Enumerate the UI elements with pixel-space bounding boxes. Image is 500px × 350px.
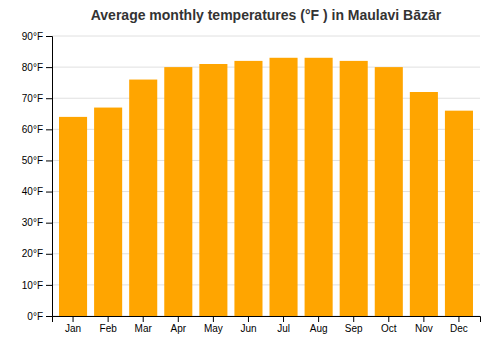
x-tick-label: Feb [100,323,118,334]
bar [234,61,262,316]
x-tick-label: Apr [171,323,187,334]
y-tick-label: 50°F [22,155,43,166]
y-tick: 30°F [22,217,52,228]
y-tick-label: 20°F [22,248,43,259]
x-tick: Oct [381,316,397,334]
y-tick-mark [46,223,52,224]
bar [59,117,87,316]
bar [164,67,192,316]
y-tick-label: 10°F [22,280,43,291]
x-tick-mark [423,316,424,322]
grid-line [52,36,480,37]
x-axis: Jan Feb Mar Apr May Jun Jul Aug Sep Oct Nov Dec [53,316,481,334]
y-tick-label: 90°F [22,31,43,42]
y-tick-label: 0°F [27,311,43,322]
x-tick: Dec [450,316,468,334]
y-tick: 10°F [22,280,52,291]
x-tick: Aug [310,316,328,334]
y-tick-mark [46,160,52,161]
title: Average monthly temperatures (°F ) in Ma… [91,7,442,23]
bar [410,92,438,316]
y-tick-mark [46,316,52,317]
grid [52,36,480,316]
y-tick: 70°F [22,93,52,104]
x-tick-mark [388,316,389,322]
x-tick: Feb [100,316,118,334]
y-tick-mark [46,67,52,68]
x-tick-mark [108,316,109,322]
x-tick-mark [178,316,179,322]
bar [375,67,403,316]
y-axis-line [46,37,53,317]
x-tick-label: Oct [381,323,397,334]
x-tick-mark [143,316,144,322]
y-tick-label: 40°F [22,186,43,197]
x-tick-label: Nov [415,323,433,334]
chart: Average monthly temperatures (°F ) in Ma… [0,0,500,350]
x-tick-label: Jun [240,323,256,334]
y-tick-label: 30°F [22,217,43,228]
x-tick: Jan [65,316,81,334]
x-tick-label: Jul [277,323,290,334]
y-tick: 50°F [22,155,52,166]
y-tick: 60°F [22,124,52,135]
x-tick-label: Jan [65,323,81,334]
bar [445,111,473,316]
bars [59,58,473,316]
y-tick-label: 60°F [22,124,43,135]
x-tick: Mar [135,316,153,334]
x-tick-label: Mar [135,323,153,334]
x-tick: Sep [345,316,363,334]
x-tick-mark [458,316,459,322]
x-tick: Jul [277,316,290,334]
y-tick-mark [46,129,52,130]
x-tick-mark [318,316,319,322]
y-tick: 20°F [22,248,52,259]
y-tick-label: 80°F [22,62,43,73]
x-tick-mark [213,316,214,322]
y-tick-mark [46,98,52,99]
y-tick-mark [46,192,52,193]
bar [94,108,122,316]
grid-line [52,67,480,68]
x-axis-line [53,317,481,323]
x-tick-mark [283,316,284,322]
x-tick-label: May [204,323,223,334]
x-tick-label: Aug [310,323,328,334]
bar [270,58,298,316]
x-tick: Nov [415,316,433,334]
x-tick-mark [73,316,74,322]
bar [340,61,368,316]
x-tick: Apr [171,316,187,334]
x-tick-label: Sep [345,323,363,334]
x-tick-mark [248,316,249,322]
bar [305,58,333,316]
plot: Jan Feb Mar Apr May Jun Jul Aug Sep Oct Nov Dec 0°F 1… [22,31,481,334]
y-tick: 90°F [22,31,52,42]
x-tick-mark [353,316,354,322]
y-tick: 80°F [22,62,52,73]
y-axis: 0°F 10°F 20°F 30°F 40°F 50°F 60°F 70°F 80°F 90°F [22,31,53,322]
y-tick: 0°F [27,311,52,322]
y-tick-label: 70°F [22,93,43,104]
x-tick: Jun [240,316,256,334]
y-tick-mark [46,285,52,286]
x-tick-label: Dec [450,323,468,334]
x-tick: May [204,316,223,334]
y-tick: 40°F [22,186,52,197]
y-tick-mark [46,36,52,37]
y-tick-mark [46,254,52,255]
bar [199,64,227,316]
bar [129,80,157,316]
